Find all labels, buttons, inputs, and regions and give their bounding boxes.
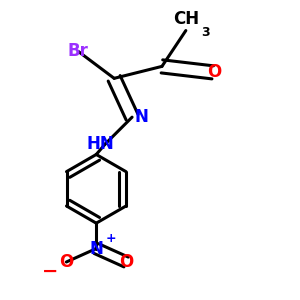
Text: −: −: [42, 261, 58, 280]
Text: HN: HN: [87, 135, 115, 153]
Text: O: O: [59, 253, 74, 271]
Text: N: N: [134, 108, 148, 126]
Text: 3: 3: [201, 26, 210, 38]
Text: Br: Br: [68, 43, 89, 61]
Text: +: +: [106, 232, 116, 244]
Text: O: O: [207, 63, 221, 81]
Text: N: N: [89, 239, 103, 257]
Text: O: O: [119, 253, 133, 271]
Text: CH: CH: [173, 10, 199, 28]
